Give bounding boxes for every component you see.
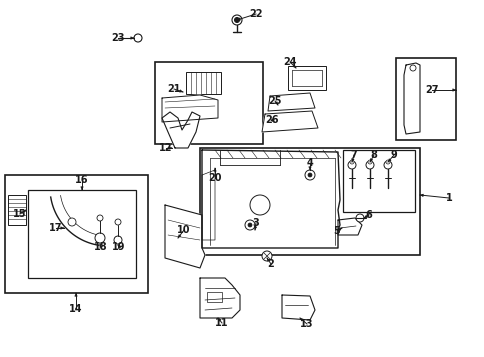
Polygon shape xyxy=(268,93,314,111)
Polygon shape xyxy=(281,295,314,320)
Circle shape xyxy=(247,223,252,227)
Circle shape xyxy=(114,236,122,244)
Bar xyxy=(395,58,455,140)
Bar xyxy=(155,62,262,144)
Circle shape xyxy=(304,170,314,180)
Text: 20: 20 xyxy=(208,173,221,183)
Polygon shape xyxy=(337,218,361,235)
Circle shape xyxy=(68,218,76,226)
Circle shape xyxy=(249,195,270,215)
Circle shape xyxy=(231,15,242,25)
Circle shape xyxy=(383,161,391,169)
Polygon shape xyxy=(199,278,240,318)
Text: 1: 1 xyxy=(445,193,452,203)
Polygon shape xyxy=(261,111,318,132)
Text: 25: 25 xyxy=(268,96,281,106)
Text: 13: 13 xyxy=(300,319,313,329)
Circle shape xyxy=(348,161,355,169)
Text: 22: 22 xyxy=(249,9,262,19)
Polygon shape xyxy=(162,95,217,122)
Circle shape xyxy=(409,65,415,71)
Text: 10: 10 xyxy=(177,225,190,235)
Circle shape xyxy=(244,220,255,230)
Text: 14: 14 xyxy=(69,304,83,314)
Bar xyxy=(5,175,148,293)
Circle shape xyxy=(385,160,389,164)
Text: 23: 23 xyxy=(111,33,124,43)
Bar xyxy=(207,292,222,302)
Circle shape xyxy=(134,34,142,42)
Text: 5: 5 xyxy=(333,226,340,236)
Bar xyxy=(186,72,221,94)
Text: 17: 17 xyxy=(49,223,62,233)
Text: 6: 6 xyxy=(365,210,372,220)
Circle shape xyxy=(115,219,121,225)
Circle shape xyxy=(349,160,353,164)
Bar xyxy=(8,195,26,225)
Polygon shape xyxy=(201,150,339,248)
Circle shape xyxy=(261,251,272,261)
Text: 11: 11 xyxy=(215,318,228,328)
Polygon shape xyxy=(162,112,199,148)
Polygon shape xyxy=(403,63,419,134)
Text: 16: 16 xyxy=(75,175,89,185)
Text: 8: 8 xyxy=(370,150,377,160)
Bar xyxy=(199,148,419,255)
Text: 3: 3 xyxy=(252,218,259,228)
Bar xyxy=(342,150,414,212)
Polygon shape xyxy=(51,197,99,245)
Text: 2: 2 xyxy=(267,259,274,269)
Bar xyxy=(287,66,325,90)
Text: 15: 15 xyxy=(13,209,27,219)
Polygon shape xyxy=(165,205,205,268)
Text: 9: 9 xyxy=(390,150,396,160)
Text: 26: 26 xyxy=(265,115,278,125)
Circle shape xyxy=(97,215,103,221)
Circle shape xyxy=(355,214,363,222)
Bar xyxy=(28,190,136,278)
Circle shape xyxy=(367,160,371,164)
Circle shape xyxy=(95,233,105,243)
Text: 4: 4 xyxy=(306,158,313,168)
Text: 21: 21 xyxy=(167,84,181,94)
Text: 7: 7 xyxy=(350,150,357,160)
Circle shape xyxy=(307,173,311,177)
Circle shape xyxy=(365,161,373,169)
Text: 19: 19 xyxy=(112,242,125,252)
Text: 12: 12 xyxy=(159,143,172,153)
Text: 18: 18 xyxy=(94,242,107,252)
Text: 27: 27 xyxy=(424,85,438,95)
Text: 24: 24 xyxy=(283,57,296,67)
Circle shape xyxy=(234,17,239,22)
